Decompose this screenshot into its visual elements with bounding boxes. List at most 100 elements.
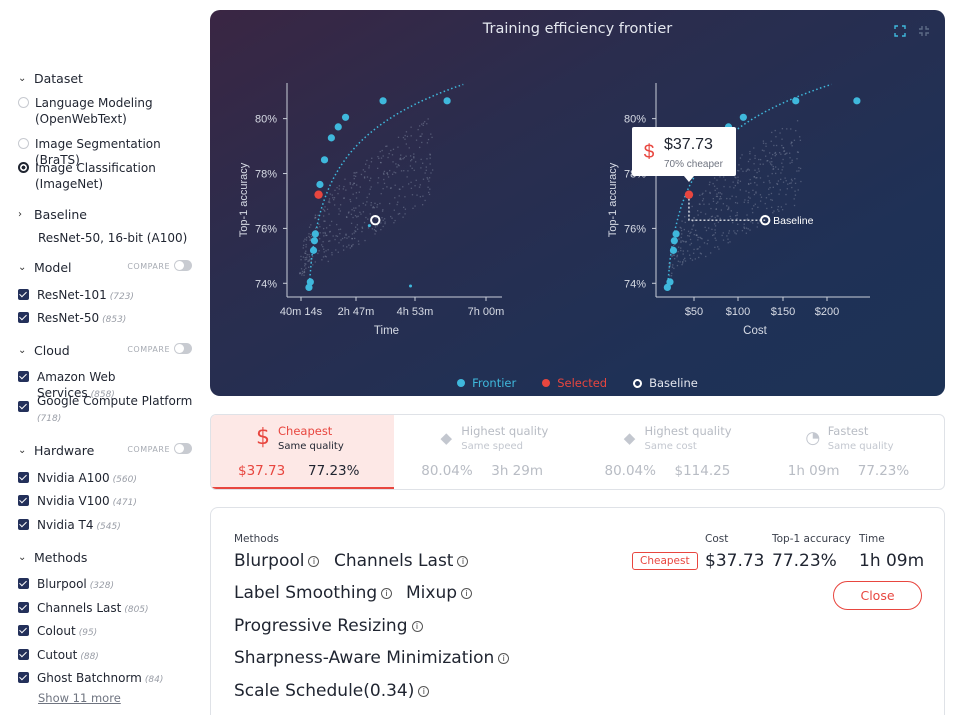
background-point xyxy=(700,253,703,255)
background-point xyxy=(782,166,784,168)
background-point xyxy=(783,150,786,152)
background-point xyxy=(699,252,702,254)
model-section-header[interactable]: ⌄ Model COMPARE xyxy=(18,260,194,275)
checkbox-checked[interactable] xyxy=(18,289,29,300)
background-point xyxy=(388,202,391,205)
collapse-icon[interactable] xyxy=(918,25,930,37)
show-more-link[interactable]: Show 11 more xyxy=(38,691,121,705)
background-point xyxy=(673,267,675,270)
background-point xyxy=(732,221,734,224)
background-point xyxy=(719,217,721,220)
checkbox-checked[interactable] xyxy=(18,371,29,382)
radio-button[interactable] xyxy=(18,97,29,108)
background-point xyxy=(718,198,721,200)
tab-value-2: 3h 29m xyxy=(491,463,544,479)
background-point xyxy=(785,180,787,182)
checkbox-checked[interactable] xyxy=(18,495,29,506)
background-point xyxy=(693,233,695,236)
background-point xyxy=(428,193,431,196)
checkbox-checked[interactable] xyxy=(18,602,29,613)
info-icon[interactable]: i xyxy=(381,587,393,599)
background-point xyxy=(739,189,742,191)
background-point xyxy=(715,208,717,210)
background-point xyxy=(680,249,682,252)
model-item[interactable]: ResNet-101 (723) xyxy=(18,287,196,305)
checkbox-checked[interactable] xyxy=(18,472,29,483)
checkbox-checked[interactable] xyxy=(18,401,29,412)
background-point xyxy=(777,208,779,211)
hardware-section-header[interactable]: ⌄ Hardware COMPARE xyxy=(18,443,194,458)
compare-toggle[interactable] xyxy=(174,443,192,454)
frontier-point xyxy=(443,97,451,105)
background-point xyxy=(391,154,394,156)
dataset-option-language-modeling[interactable]: Language Modeling (OpenWebText) xyxy=(18,95,196,127)
info-icon[interactable]: i xyxy=(498,652,510,664)
hardware-item[interactable]: Nvidia T4 (545) xyxy=(18,517,196,535)
cloud-item[interactable]: Amazon Web Services (858) xyxy=(18,369,196,403)
checkbox-checked[interactable] xyxy=(18,578,29,589)
method-item[interactable]: Colout (95) xyxy=(18,623,196,641)
info-icon[interactable]: i xyxy=(418,685,430,697)
expand-icon[interactable] xyxy=(894,25,906,37)
methods-section-header[interactable]: ⌄ Methods xyxy=(18,550,194,565)
background-point xyxy=(746,218,749,220)
background-point xyxy=(771,161,773,163)
cloud-section-header[interactable]: ⌄ Cloud COMPARE xyxy=(18,343,194,358)
method-item[interactable]: Channels Last (805) xyxy=(18,600,196,618)
info-icon[interactable]: i xyxy=(457,555,469,567)
close-button[interactable]: Close xyxy=(833,581,922,610)
background-point xyxy=(737,179,739,181)
background-point xyxy=(687,234,689,237)
legend-label: Baseline xyxy=(649,376,698,390)
background-point xyxy=(405,131,408,133)
dataset-option-image-segmentation[interactable]: Image Segmentation (BraTS) xyxy=(18,136,196,168)
background-point xyxy=(379,161,382,164)
method-item[interactable]: Ghost Batchnorm (84) xyxy=(18,670,196,688)
hardware-item[interactable]: Nvidia A100 (560) xyxy=(18,470,196,488)
checkbox-checked[interactable] xyxy=(18,649,29,660)
radio-button[interactable] xyxy=(18,138,29,149)
background-point xyxy=(386,186,388,188)
background-point xyxy=(379,150,381,153)
dataset-option-image-classification[interactable]: Image Classification (ImageNet) xyxy=(18,160,196,192)
background-point xyxy=(312,264,314,266)
background-point xyxy=(333,197,336,199)
info-icon[interactable]: i xyxy=(461,587,473,599)
tooltip-subtext: 70% cheaper xyxy=(664,159,724,170)
compare-toggle[interactable] xyxy=(174,343,192,354)
background-point xyxy=(361,230,363,233)
method-item[interactable]: Cutout (88) xyxy=(18,647,196,665)
compare-toggle[interactable] xyxy=(174,260,192,271)
cloud-item[interactable]: Google Compute Platform (718) xyxy=(18,393,196,427)
item-label: Nvidia V100 xyxy=(37,494,110,508)
info-icon[interactable]: i xyxy=(308,555,320,567)
background-point xyxy=(305,258,308,260)
background-point xyxy=(777,168,779,170)
background-point xyxy=(752,222,754,224)
legend-item-baseline[interactable]: Baseline xyxy=(633,376,698,390)
legend-item-frontier[interactable]: Frontier xyxy=(457,376,516,390)
checkbox-checked[interactable] xyxy=(18,519,29,530)
dataset-section-header[interactable]: ⌄ Dataset xyxy=(18,71,194,86)
baseline-section-header[interactable]: › Baseline xyxy=(18,207,194,222)
checkbox-checked[interactable] xyxy=(18,625,29,636)
radio-button-selected[interactable] xyxy=(18,162,29,173)
model-item[interactable]: ResNet-50 (853) xyxy=(18,310,196,328)
checkbox-checked[interactable] xyxy=(18,672,29,683)
checkbox-checked[interactable] xyxy=(18,312,29,323)
tab-cheapest[interactable]: $ Cheapest Same quality $37.73 77.23% xyxy=(211,415,395,489)
tab-highest-quality-same-cost[interactable]: ◆ Highest quality Same cost 80.04% $114.… xyxy=(578,415,761,489)
info-icon[interactable]: i xyxy=(411,620,423,632)
background-point xyxy=(337,251,339,253)
hardware-item[interactable]: Nvidia V100 (471) xyxy=(18,493,196,511)
method-item[interactable]: Blurpool (328) xyxy=(18,576,196,594)
legend-item-selected[interactable]: Selected xyxy=(542,376,607,390)
background-point xyxy=(749,150,751,153)
background-point xyxy=(715,195,718,198)
tab-highest-quality-same-speed[interactable]: ◆ Highest quality Same speed 80.04% 3h 2… xyxy=(394,415,577,489)
background-point xyxy=(341,237,344,240)
tab-fastest[interactable]: ◔ Fastest Same quality 1h 09m 77.23% xyxy=(761,415,944,489)
cost-value: $37.73 xyxy=(705,551,765,571)
background-point xyxy=(383,178,385,181)
background-point xyxy=(738,164,740,166)
